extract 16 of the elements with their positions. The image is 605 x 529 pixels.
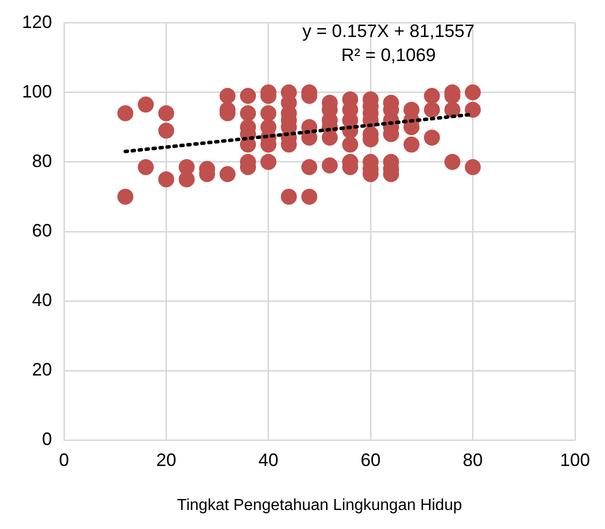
annotation: R² = 0,1069 <box>341 44 436 65</box>
y-tick-label: 40 <box>32 290 52 310</box>
y-tick-label: 80 <box>32 150 52 171</box>
x-tick-label: 80 <box>462 450 483 470</box>
y-tick-label: 20 <box>32 360 52 380</box>
annotation: y = 0.157X + 81,1557 <box>302 20 475 41</box>
y-tick-label: 120 <box>22 12 52 32</box>
x-tick-label: 20 <box>156 450 176 470</box>
x-tick-label: 0 <box>59 450 70 470</box>
x-tick-label: 60 <box>360 450 381 470</box>
x-tick-label: 40 <box>258 450 278 470</box>
x-tick-label: 100 <box>560 450 590 470</box>
x-axis-title: Tingkat Pengetahuan Lingkungan Hidup <box>177 496 462 514</box>
y-tick-label: 100 <box>22 81 52 102</box>
y-tick-label: 0 <box>42 429 52 450</box>
y-tick-label: 60 <box>32 220 52 240</box>
